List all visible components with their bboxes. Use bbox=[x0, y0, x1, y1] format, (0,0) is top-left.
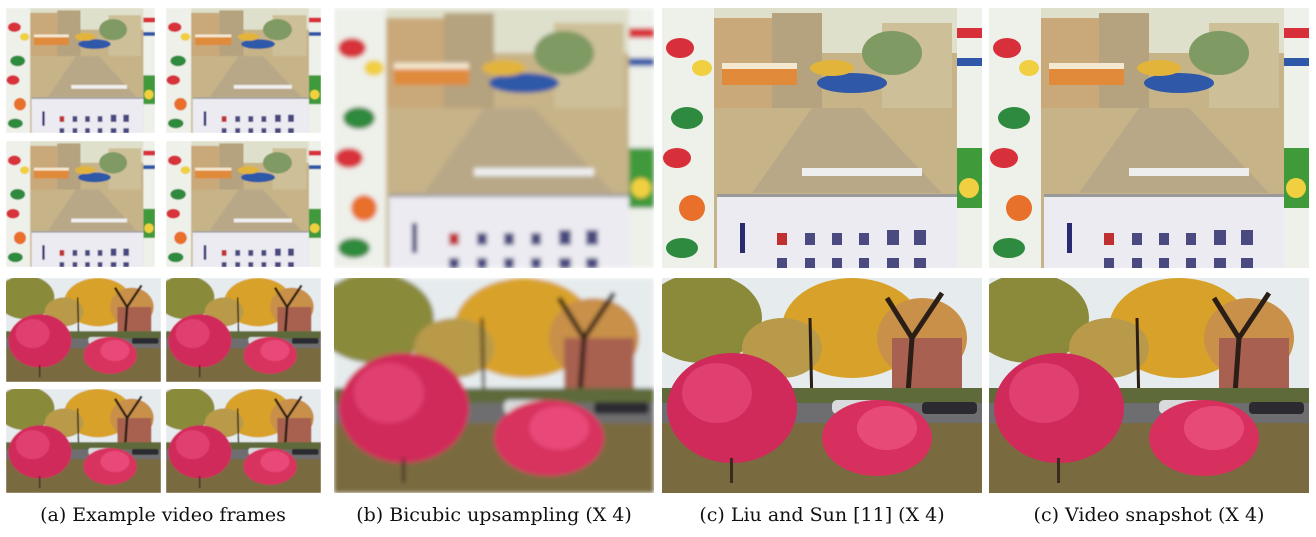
frame-image bbox=[156, 276, 321, 382]
bicubic-image bbox=[314, 273, 654, 493]
caption: (a) Example video frames bbox=[40, 504, 286, 526]
frame-image bbox=[156, 387, 321, 493]
liu-sun-image bbox=[662, 8, 982, 268]
frame-image bbox=[166, 8, 321, 133]
bicubic-image bbox=[334, 8, 654, 268]
snapshot-image bbox=[969, 273, 1309, 493]
caption: (c) Video snapshot (X 4) bbox=[1034, 504, 1265, 526]
snapshot-image bbox=[989, 8, 1309, 268]
frame-image bbox=[166, 141, 321, 267]
caption: (b) Bicubic upsampling (X 4) bbox=[356, 504, 632, 526]
frame-image bbox=[0, 387, 161, 493]
frame-image bbox=[6, 141, 155, 267]
liu-sun-image bbox=[642, 273, 982, 493]
frame-image bbox=[6, 8, 155, 133]
caption: (c) Liu and Sun [11] (X 4) bbox=[699, 504, 944, 526]
figure: (a) Example video frames (b) Bicubic ups… bbox=[0, 0, 1316, 532]
frame-image bbox=[0, 276, 161, 382]
